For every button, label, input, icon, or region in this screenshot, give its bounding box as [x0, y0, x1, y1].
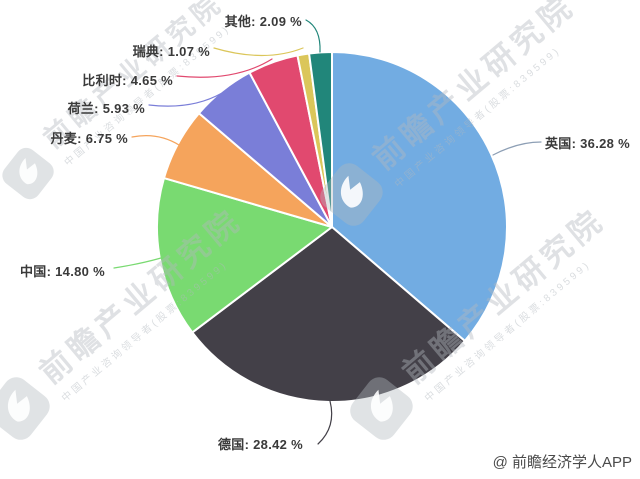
- leader-line-sweden: [213, 47, 304, 57]
- leader-line-germany: [317, 400, 333, 445]
- source-credit: @ 前瞻经济学人APP: [492, 454, 632, 471]
- leader-line-denmark: [131, 135, 180, 146]
- pie-slice-germany[interactable]: [191, 226, 466, 404]
- pie-slice-uk[interactable]: [331, 51, 508, 342]
- leader-line-other: [305, 19, 321, 53]
- leader-line-netherlands: [148, 92, 223, 107]
- leader-line-china: [113, 257, 162, 269]
- leader-line-uk: [492, 141, 542, 156]
- pie-slice-other[interactable]: [308, 51, 333, 228]
- leader-line-belgium: [176, 58, 273, 78]
